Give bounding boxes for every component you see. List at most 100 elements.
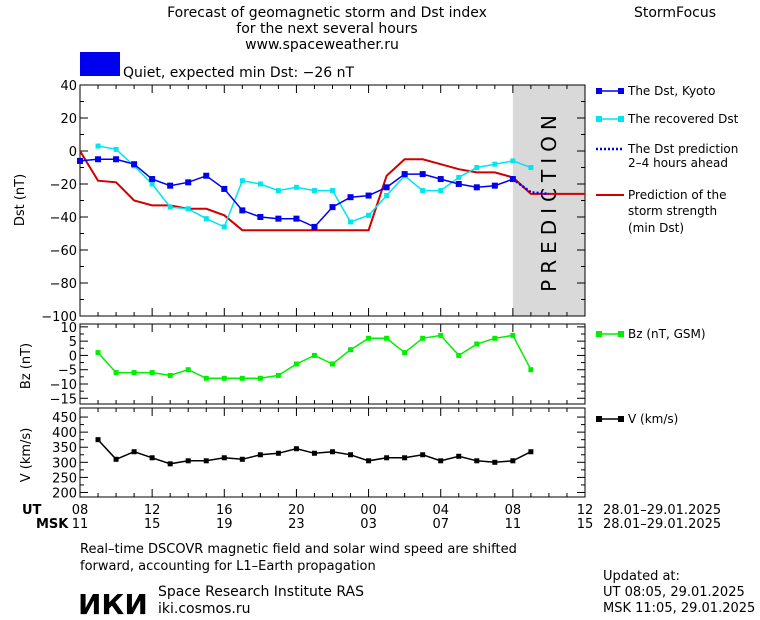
data-point xyxy=(384,193,390,199)
ut-tick-label: 04 xyxy=(432,503,449,518)
data-point xyxy=(185,458,191,464)
data-point xyxy=(203,172,210,179)
data-point xyxy=(257,375,263,381)
data-point xyxy=(420,335,426,341)
data-point xyxy=(383,184,390,191)
y-tick-label: −10 xyxy=(50,378,77,393)
prediction-band xyxy=(512,85,585,316)
legend-item-v: V (km/s) xyxy=(596,412,678,426)
data-point xyxy=(77,157,83,164)
data-point xyxy=(185,206,191,212)
data-point xyxy=(203,458,209,464)
data-point xyxy=(366,212,372,218)
source-url[interactable]: www.spaceweather.ru xyxy=(245,37,399,53)
institute-name: Space Research Institute RAS xyxy=(158,584,364,600)
data-point xyxy=(95,156,102,163)
y-tick-label: −40 xyxy=(50,211,77,226)
msk-tick-label: 11 xyxy=(72,517,89,532)
v-x-ticks xyxy=(79,408,586,497)
data-point xyxy=(221,455,227,461)
data-point xyxy=(275,372,281,378)
dst-y-axis: −100 −80 −60 −40 −20 0 20 40 xyxy=(41,79,585,325)
data-point xyxy=(311,188,317,194)
data-point xyxy=(275,188,281,194)
ut-tick-label: 20 xyxy=(288,503,305,518)
dst-y-label: Dst (nT) xyxy=(13,174,28,226)
msk-tick-label: 23 xyxy=(288,517,305,532)
data-point xyxy=(438,458,444,464)
legend-label-v: V (km/s) xyxy=(628,412,678,426)
data-point xyxy=(167,182,174,189)
msk-tick-label: 11 xyxy=(505,517,522,532)
data-point xyxy=(95,437,101,443)
data-point xyxy=(473,184,480,191)
updated-label: Updated at: xyxy=(603,569,680,584)
data-point xyxy=(149,181,155,187)
data-point xyxy=(185,179,192,186)
series-line-strength xyxy=(79,150,585,232)
data-point xyxy=(474,341,480,347)
y-tick-label: −15 xyxy=(50,392,77,407)
y-tick-label: −100 xyxy=(41,310,77,325)
updated-ut: UT 08:05, 29.01.2025 xyxy=(603,585,745,600)
data-point xyxy=(275,450,281,456)
data-point xyxy=(402,350,408,356)
msk-tick-label: 15 xyxy=(577,517,594,532)
legend: The Dst, Kyoto The recovered Dst The Dst… xyxy=(596,84,739,426)
y-tick-label: 20 xyxy=(60,112,77,127)
data-point xyxy=(348,219,354,225)
data-point xyxy=(420,452,426,458)
data-point xyxy=(167,204,173,210)
ut-tick-label: 16 xyxy=(216,503,233,518)
data-point xyxy=(257,214,264,220)
y-tick-label: −5 xyxy=(58,364,77,379)
data-point xyxy=(131,161,138,168)
y-tick-label: 40 xyxy=(60,79,77,94)
data-point xyxy=(311,450,317,456)
data-point xyxy=(221,224,227,230)
y-tick-label: 0 xyxy=(69,145,77,160)
bz-y-label: Bz (nT) xyxy=(19,343,34,389)
y-tick-label: 300 xyxy=(52,456,77,471)
data-point xyxy=(365,192,372,199)
data-point xyxy=(456,352,462,358)
data-point xyxy=(311,223,318,230)
data-point xyxy=(113,456,119,462)
legend-label-recovered: The recovered Dst xyxy=(627,112,739,126)
msk-tick-label: 03 xyxy=(360,517,377,532)
data-point xyxy=(366,458,372,464)
data-point xyxy=(402,455,408,461)
data-point xyxy=(510,332,516,338)
data-point xyxy=(528,165,534,170)
data-point xyxy=(167,372,173,378)
ut-date-range: 28.01–29.01.2025 xyxy=(603,503,721,518)
ut-axis-label: UT xyxy=(22,503,42,518)
legend-label-forecast-1: The Dst prediction xyxy=(627,142,738,156)
legend-label-strength-1: Prediction of the xyxy=(628,188,727,202)
data-point xyxy=(239,207,246,214)
data-point xyxy=(330,361,335,367)
dst-panel: PREDICTION −100 −80 −60 −40 −20 0 20 40 Dst (nT… xyxy=(13,79,586,325)
updated-msk: MSK 11:05, 29.01.2025 xyxy=(603,601,755,616)
data-point xyxy=(221,185,228,192)
data-point xyxy=(366,335,372,341)
data-point xyxy=(510,158,516,164)
institute-site[interactable]: iki.cosmos.ru xyxy=(158,601,250,617)
y-tick-label: 0 xyxy=(69,349,77,364)
data-point xyxy=(239,178,245,184)
data-point xyxy=(456,453,462,459)
data-point xyxy=(311,352,317,358)
y-tick-label: −20 xyxy=(50,178,77,193)
data-point xyxy=(437,176,444,183)
y-tick-label: 450 xyxy=(52,411,77,426)
data-point xyxy=(113,146,119,152)
data-point xyxy=(420,188,426,194)
data-point xyxy=(167,461,173,467)
data-point xyxy=(149,455,155,461)
msk-axis-label: MSK xyxy=(36,517,69,532)
data-point xyxy=(438,332,444,338)
